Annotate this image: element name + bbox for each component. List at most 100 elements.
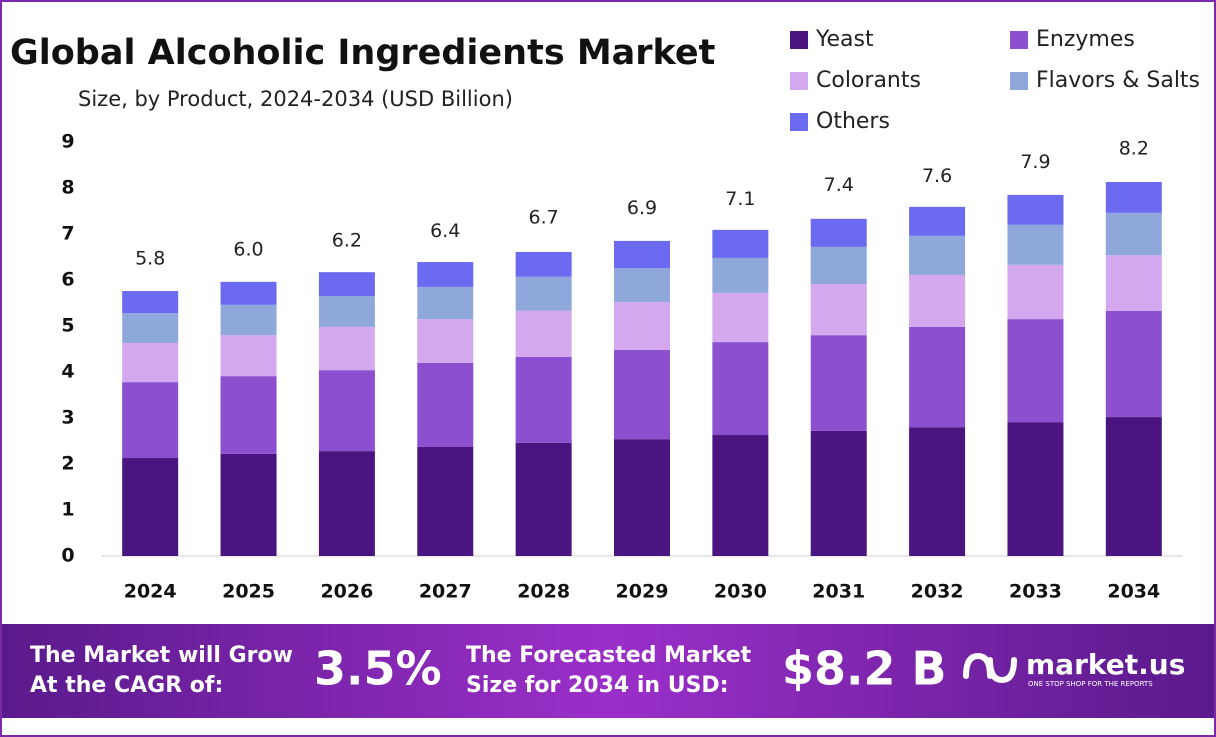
bar-segment (810, 246, 867, 285)
bar-segment (810, 284, 867, 336)
bar-segment (1105, 212, 1162, 256)
bar-segment (1007, 224, 1064, 265)
bar-segment (515, 442, 572, 556)
x-tick-label: 2031 (812, 581, 865, 603)
total-label: 7.4 (824, 174, 854, 196)
total-label: 7.1 (725, 188, 755, 210)
x-tick-label: 2027 (419, 581, 472, 603)
bar-segment (417, 362, 474, 447)
x-tick-label: 2028 (517, 581, 570, 603)
bar-segment (909, 326, 966, 428)
forecast-text: The Forecasted Market (466, 643, 752, 668)
bar-segment (417, 286, 474, 320)
bar-segment (810, 218, 867, 247)
chart-title: Global Alcoholic Ingredients Market (10, 33, 715, 73)
total-label: 7.9 (1020, 151, 1050, 173)
x-tick-label: 2030 (714, 581, 767, 603)
bar-segment (1105, 255, 1162, 311)
bar-segment (515, 310, 572, 357)
bar-segment (417, 262, 474, 287)
bar-segment (220, 335, 277, 377)
bar-segment (1105, 182, 1162, 213)
bar-segment (220, 453, 277, 556)
bar-segment (614, 268, 670, 303)
bar-segment (1007, 319, 1064, 423)
cagr-value: 3.5% (314, 642, 442, 696)
y-tick-label: 9 (61, 131, 74, 153)
footer: The Market will Grow At the CAGR of: 3.5… (30, 642, 1185, 699)
bar-segment (909, 235, 966, 275)
brand: market.us (1026, 648, 1185, 681)
y-tick-label: 6 (61, 269, 74, 291)
y-tick-label: 3 (61, 407, 74, 429)
total-label: 7.6 (922, 165, 952, 187)
y-tick-label: 5 (61, 315, 74, 337)
legend-label: Colorants (816, 68, 921, 93)
bar-segment (712, 229, 769, 258)
bar-segment (712, 257, 769, 293)
bar-segment (614, 349, 670, 440)
bar-segment (220, 281, 277, 305)
x-tick-label: 2029 (616, 581, 669, 603)
total-label: 8.2 (1119, 137, 1149, 159)
y-tick-label: 2 (61, 453, 74, 475)
x-tick-label: 2024 (124, 581, 177, 603)
bar-segment (1007, 264, 1064, 320)
bar-segment (318, 272, 375, 297)
bar-segment (1007, 194, 1064, 225)
cagr-text: The Market will Grow (30, 643, 293, 668)
bar-segment (318, 326, 375, 371)
y-tick-label: 7 (61, 223, 74, 245)
x-tick-label: 2032 (911, 581, 964, 603)
bar-segment (614, 302, 670, 350)
bar-segment (712, 292, 769, 343)
bar-segment (122, 313, 179, 344)
logo-icon (963, 652, 1017, 684)
bar-segment (417, 319, 474, 363)
bar-segment (220, 376, 277, 454)
bar-segment (515, 356, 572, 443)
x-tick-label: 2026 (320, 581, 373, 603)
x-tick-label: 2034 (1107, 581, 1160, 603)
legend-label: Others (816, 109, 890, 134)
bar-segment (614, 439, 670, 556)
bar-segment (318, 451, 375, 556)
bar-segment (122, 291, 179, 314)
total-label: 6.9 (627, 197, 657, 219)
bar-segment (220, 304, 277, 336)
y-tick-label: 1 (61, 499, 74, 521)
legend-swatch (790, 31, 808, 49)
legend-label: Yeast (815, 27, 874, 52)
legend-swatch (1010, 31, 1028, 49)
forecast-text: Size for 2034 in USD: (466, 673, 729, 698)
bar-segment (909, 206, 966, 236)
total-label: 6.4 (430, 220, 460, 242)
forecast-value: $8.2 B (782, 642, 947, 696)
legend-swatch (790, 113, 808, 131)
bar-segment (909, 427, 966, 556)
bar-segment (515, 276, 572, 311)
bar-segment (318, 370, 375, 452)
x-tick-label: 2025 (222, 581, 275, 603)
bar-segment (122, 382, 179, 459)
bar-segment (318, 296, 375, 327)
legend-swatch (1010, 72, 1028, 90)
bar-segment (417, 446, 474, 556)
bar-segment (515, 251, 572, 277)
bar-segment (810, 430, 867, 556)
bar-segment (1105, 417, 1162, 556)
y-tick-label: 8 (61, 177, 74, 199)
x-tick-label: 2033 (1009, 581, 1062, 603)
bar-segment (614, 240, 670, 269)
total-label: 5.8 (135, 248, 165, 270)
bar-segment (1105, 310, 1162, 418)
legend-label: Flavors & Salts (1036, 68, 1200, 93)
bar-segment (810, 335, 867, 431)
y-tick-label: 4 (61, 361, 74, 383)
bar-segment (712, 435, 769, 556)
tagline: ONE STOP SHOP FOR THE REPORTS (1028, 680, 1153, 688)
bar-segment (1007, 422, 1064, 556)
bar-segment (909, 274, 966, 327)
y-tick-label: 0 (61, 545, 74, 567)
